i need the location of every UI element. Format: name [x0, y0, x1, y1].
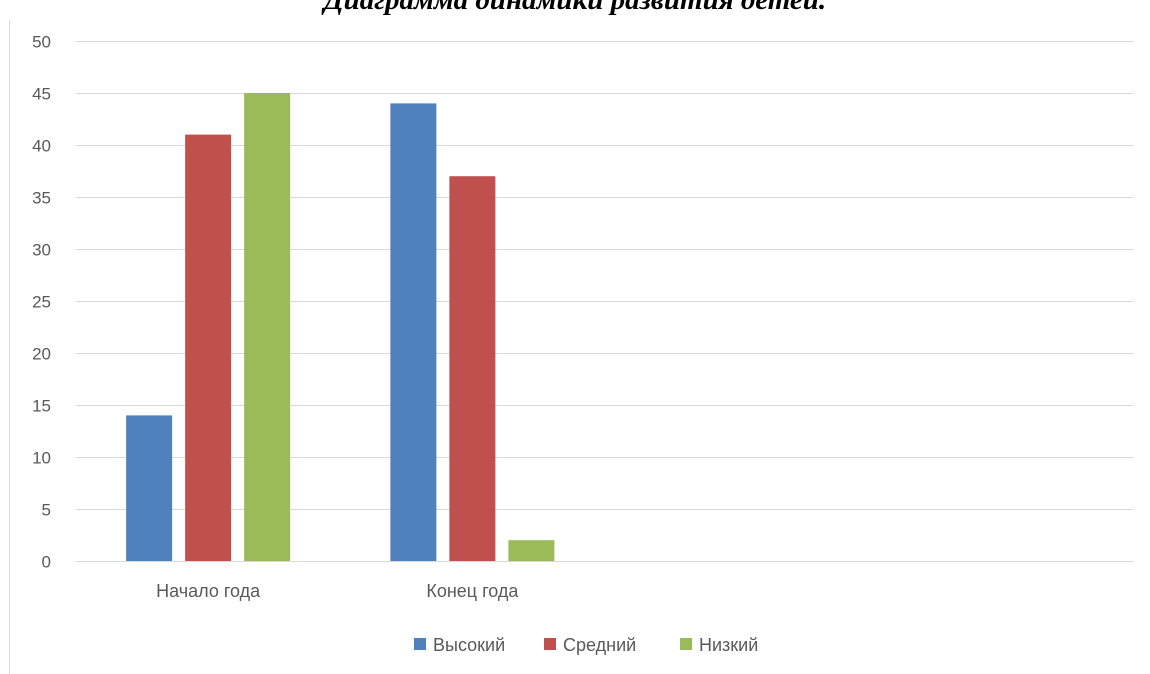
- y-tick-label: 45: [32, 85, 51, 104]
- bar: [508, 540, 555, 561]
- y-tick-label: 10: [32, 449, 51, 468]
- legend-swatch: [544, 638, 556, 650]
- bar: [449, 176, 496, 561]
- y-tick-label: 30: [32, 241, 51, 260]
- legend-label: Средний: [563, 635, 636, 655]
- chart-title: Диаграмма динамики развития детей.: [323, 0, 827, 16]
- bar: [126, 415, 173, 561]
- bar: [244, 93, 291, 561]
- bar: [185, 134, 232, 561]
- y-tick-label: 0: [42, 553, 51, 572]
- legend: Высокий Средний Низкий: [414, 635, 758, 655]
- y-tick-label: 40: [32, 137, 51, 156]
- y-tick-label: 5: [42, 501, 51, 520]
- bars: [126, 93, 555, 562]
- x-axis-category-labels: Начало года Конец года: [156, 581, 519, 601]
- legend-label: Низкий: [699, 635, 758, 655]
- x-category-label: Конец года: [426, 581, 519, 601]
- legend-swatch: [680, 638, 692, 650]
- x-category-label: Начало года: [156, 581, 261, 601]
- legend-label: Высокий: [433, 635, 505, 655]
- gridlines: [76, 41, 1133, 510]
- y-tick-label: 25: [32, 293, 51, 312]
- y-tick-label: 35: [32, 189, 51, 208]
- y-tick-label: 20: [32, 345, 51, 364]
- legend-swatch: [414, 638, 426, 650]
- y-tick-label: 15: [32, 397, 51, 416]
- y-axis-tick-labels: 0 5 10 15 20 25 30 35 40 45 50: [32, 33, 51, 572]
- bar: [390, 103, 437, 562]
- y-tick-label: 50: [32, 33, 51, 52]
